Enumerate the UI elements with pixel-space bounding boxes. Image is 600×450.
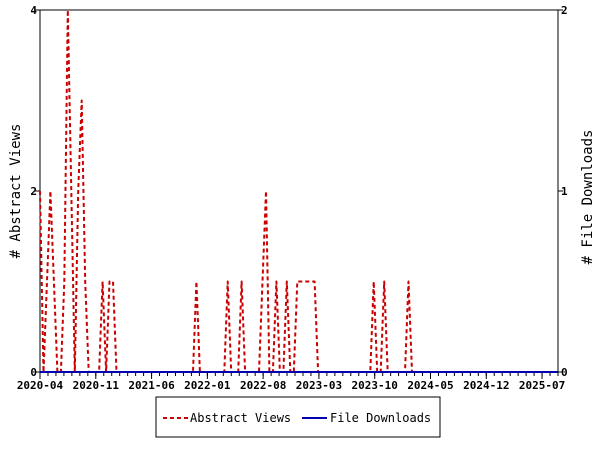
y-right-tick-label: 2	[561, 4, 568, 17]
y-left-tick-label: 2	[30, 185, 37, 198]
legend: Abstract Views File Downloads	[155, 396, 441, 438]
y-right-tick-label: 1	[561, 185, 568, 198]
y-right-tick-label: 0	[561, 366, 568, 379]
x-tick-label: 2020-11	[73, 379, 120, 392]
x-tick-label: 2021-06	[128, 379, 175, 392]
x-tick-label: 2023-10	[352, 379, 398, 392]
x-tick-label: 2022-01	[184, 379, 231, 392]
series-layer	[39, 9, 558, 373]
x-tick-label: 2020-04	[17, 379, 64, 392]
series-line-abstract-views	[39, 9, 558, 373]
x-tick-label: 2023-03	[296, 379, 342, 392]
x-tick-label: 2024-12	[463, 379, 509, 392]
x-tick-label: 2025-07	[519, 379, 565, 392]
x-tick-label: 2022-08	[240, 379, 286, 392]
legend-label-abstract-views: Abstract Views	[190, 411, 291, 425]
legend-box	[155, 396, 441, 438]
ticks-layer: 2020-04 2020-11 2021-06 2022-01 2022-08 2023-…	[17, 4, 568, 392]
x-tick-label: 2024-05	[407, 379, 453, 392]
legend-label-file-downloads: File Downloads	[330, 411, 431, 425]
y-left-tick-label: 4	[30, 4, 37, 17]
plot-frame	[39, 9, 559, 373]
y-axis-right-title: # File Downloads	[580, 130, 596, 265]
y-axis-left-title: # Abstract Views	[8, 124, 24, 259]
y-left-tick-label: 0	[30, 366, 37, 379]
